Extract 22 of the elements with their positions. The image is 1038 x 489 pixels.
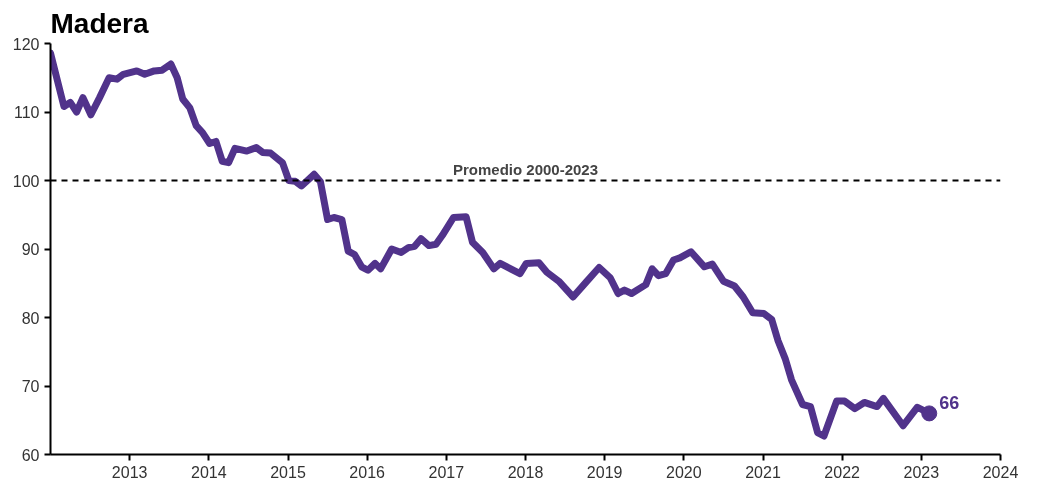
chart-title: Madera bbox=[50, 7, 149, 39]
x-tick-label: 2015 bbox=[270, 463, 306, 481]
x-tick-label: 2023 bbox=[903, 463, 940, 481]
y-tick-label: 120 bbox=[12, 35, 40, 53]
y-tick-label: 80 bbox=[21, 309, 40, 327]
x-tick-label: 2014 bbox=[191, 463, 227, 481]
x-tick-label: 2024 bbox=[982, 463, 1019, 481]
x-tick-label: 2020 bbox=[666, 463, 702, 481]
annotation: 66 bbox=[939, 393, 960, 414]
y-tick-label: 70 bbox=[21, 378, 40, 395]
x-tick-label: 2013 bbox=[111, 463, 148, 481]
y-tick-label: 110 bbox=[13, 104, 40, 121]
y-tick-label: 100 bbox=[12, 172, 40, 190]
ref-line-label: Promedio 2000-2023 bbox=[452, 160, 599, 178]
x-tick-label: 2018 bbox=[507, 463, 544, 481]
y-tick-label: 90 bbox=[21, 241, 40, 258]
y-tick-label: 60 bbox=[21, 446, 40, 464]
x-tick-label: 2016 bbox=[349, 463, 386, 481]
x-tick-label: 2021 bbox=[745, 463, 781, 481]
x-tick-label: 2022 bbox=[824, 463, 861, 481]
x-tick-label: 2017 bbox=[428, 463, 465, 481]
x-tick-label: 2019 bbox=[586, 463, 623, 481]
